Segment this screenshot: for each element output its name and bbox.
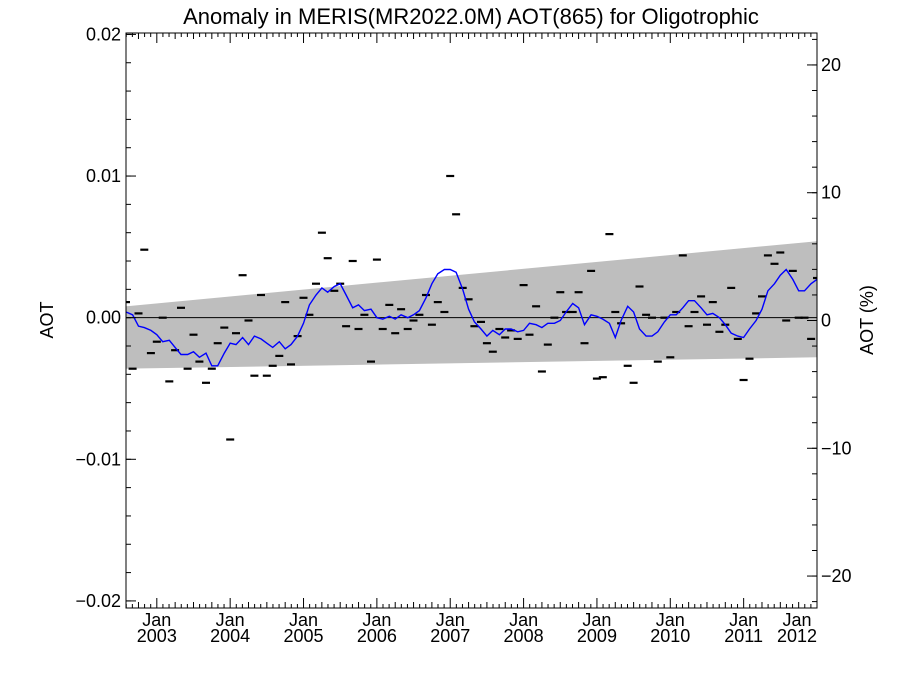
x-tick-month-label: Jan (216, 610, 245, 630)
left-tick-label: −0.02 (75, 591, 121, 611)
x-tick-year-label: 2010 (650, 626, 690, 646)
right-tick-label: −20 (821, 566, 852, 586)
x-tick-month-label: Jan (729, 610, 758, 630)
left-tick-label: 0.01 (86, 166, 121, 186)
right-axis-label: AOT (%) (857, 285, 877, 355)
chart-title: Anomaly in MERIS(MR2022.0M) AOT(865) for… (183, 4, 759, 29)
right-tick-label: 10 (821, 183, 841, 203)
left-tick-label: 0.02 (86, 24, 121, 44)
x-tick-year-label: 2006 (357, 626, 397, 646)
x-tick-month-label: Jan (509, 610, 538, 630)
x-tick-year-label: 2004 (210, 626, 250, 646)
right-tick-label: 0 (821, 311, 831, 331)
x-tick-month-label: Jan (362, 610, 391, 630)
x-tick-month-label: Jan (142, 610, 171, 630)
smoothed-series-line (126, 268, 817, 367)
x-tick-year-label: 2007 (430, 626, 470, 646)
x-tick-month-label: Jan (436, 610, 465, 630)
trend-band (126, 241, 817, 369)
x-tick-year-label: 2003 (137, 626, 177, 646)
left-axis-label: AOT (37, 301, 57, 338)
left-tick-label: 0.00 (86, 308, 121, 328)
right-tick-label: −10 (821, 438, 852, 458)
left-tick-label: −0.01 (75, 449, 121, 469)
x-tick-year-label: 2008 (504, 626, 544, 646)
x-tick-year-label: 2009 (577, 626, 617, 646)
x-tick-year-label: 2011 (724, 626, 763, 646)
x-tick-year-label: 2005 (283, 626, 323, 646)
x-tick-year-label: 2012 (777, 626, 817, 646)
x-tick-month-label: Jan (656, 610, 685, 630)
x-tick-month-label: Jan (582, 610, 611, 630)
x-tick-month-label: Jan (289, 610, 318, 630)
right-tick-label: 20 (821, 55, 841, 75)
x-tick-month-label: Jan (782, 610, 811, 630)
